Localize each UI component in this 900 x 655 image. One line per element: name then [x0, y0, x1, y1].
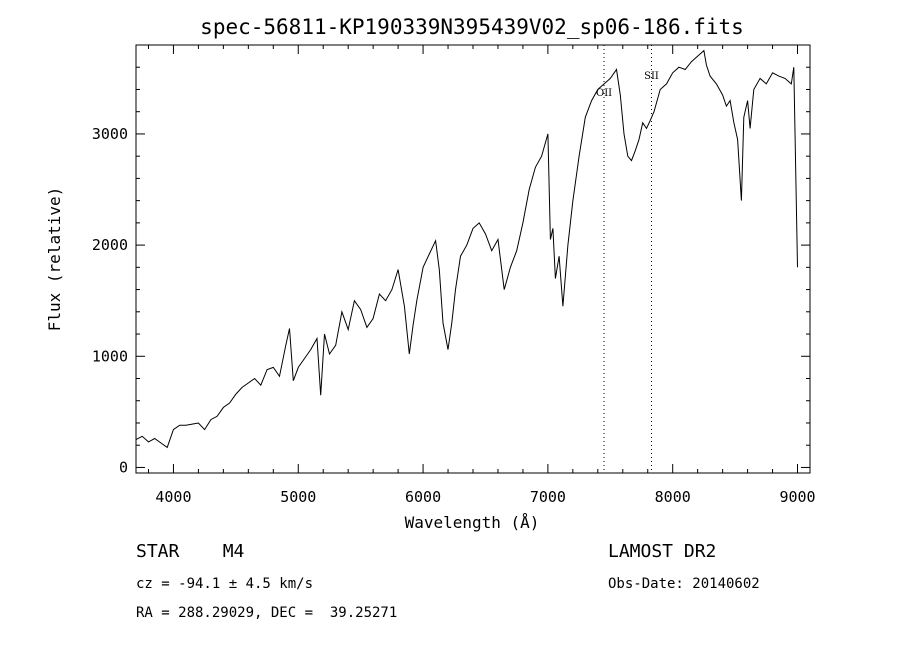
x-tick-label: 7000 [530, 488, 566, 506]
annotation-label: OII [596, 88, 612, 99]
survey-label: LAMOST DR2 [608, 541, 717, 562]
x-tick-label: 6000 [405, 488, 441, 506]
line-annotations: OII SII [596, 45, 659, 473]
x-axis-label: Wavelength (Å) [405, 513, 540, 532]
y-tick-label: 2000 [92, 236, 128, 254]
x-tick-label: 9000 [779, 488, 815, 506]
x-tick-label: 4000 [155, 488, 191, 506]
x-tick-label: 8000 [655, 488, 691, 506]
y-tick-label: 0 [119, 458, 128, 476]
axis-ticks: 4000 5000 6000 7000 8000 9000 0 1000 2000 3000 [92, 45, 816, 506]
object-class: STAR M4 [136, 541, 245, 562]
chart-title: spec-56811-KP190339N395439V02_sp06-186.f… [200, 15, 744, 39]
y-axis-label: Flux (relative) [45, 187, 64, 332]
x-tick-label: 5000 [280, 488, 316, 506]
annotation-label: SII [644, 71, 659, 82]
y-tick-label: 3000 [92, 125, 128, 143]
spectrum-line [135, 49, 798, 449]
plot-frame [135, 44, 811, 474]
redshift-info: cz = -94.1 ± 4.5 km/s [136, 576, 314, 592]
y-tick-label: 1000 [92, 347, 128, 365]
coordinates-info: RA = 288.29029, DEC = 39.25271 [136, 605, 398, 621]
obs-date: Obs-Date: 20140602 [608, 576, 760, 592]
